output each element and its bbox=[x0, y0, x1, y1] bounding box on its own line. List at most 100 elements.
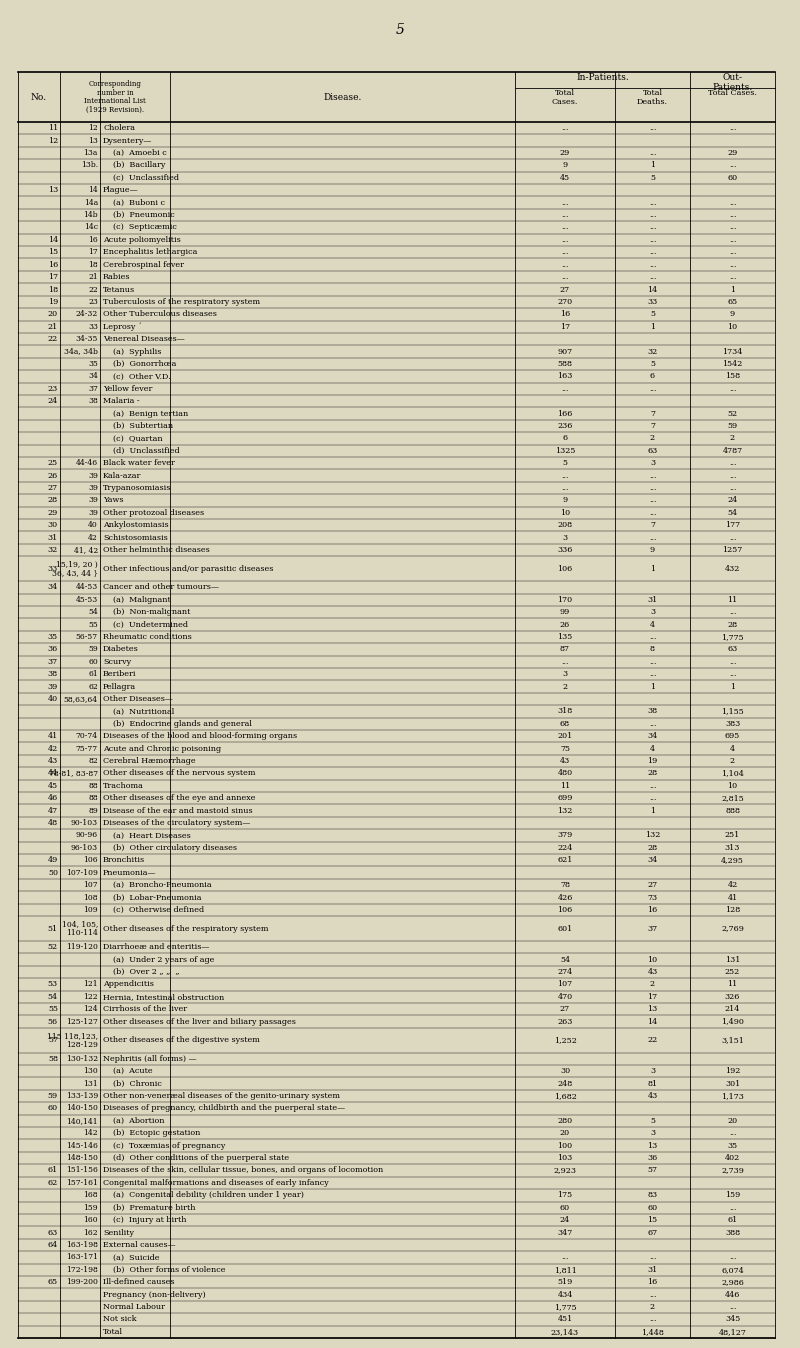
Text: Dysentery—: Dysentery— bbox=[103, 136, 152, 144]
Text: Diseases of the blood and blood-forming organs: Diseases of the blood and blood-forming … bbox=[103, 732, 297, 740]
Text: 61: 61 bbox=[88, 670, 98, 678]
Text: 601: 601 bbox=[558, 925, 573, 933]
Text: 10: 10 bbox=[727, 322, 738, 330]
Text: 75-77: 75-77 bbox=[76, 744, 98, 752]
Text: 44: 44 bbox=[48, 770, 58, 778]
Text: (a)  Malignant: (a) Malignant bbox=[103, 596, 170, 604]
Text: Pellagra: Pellagra bbox=[103, 682, 136, 690]
Text: 6: 6 bbox=[562, 434, 567, 442]
Text: 36: 36 bbox=[647, 1154, 658, 1162]
Text: ...: ... bbox=[649, 1316, 656, 1324]
Text: 3: 3 bbox=[650, 1130, 655, 1138]
Text: 37: 37 bbox=[647, 925, 658, 933]
Text: 38: 38 bbox=[647, 708, 658, 716]
Text: 2,986: 2,986 bbox=[721, 1278, 744, 1286]
Text: 107: 107 bbox=[83, 882, 98, 890]
Text: 57: 57 bbox=[48, 1037, 58, 1045]
Text: ...: ... bbox=[649, 658, 656, 666]
Text: 16: 16 bbox=[647, 1278, 658, 1286]
Text: 131: 131 bbox=[725, 956, 740, 964]
Text: 53: 53 bbox=[48, 980, 58, 988]
Text: 5: 5 bbox=[395, 23, 405, 36]
Text: 45: 45 bbox=[48, 782, 58, 790]
Text: Bronchitis: Bronchitis bbox=[103, 856, 145, 864]
Text: 24-32: 24-32 bbox=[76, 310, 98, 318]
Text: Nephritis (all forms) —: Nephritis (all forms) — bbox=[103, 1055, 197, 1062]
Text: (b)  Endocrine glands and general: (b) Endocrine glands and general bbox=[103, 720, 252, 728]
Text: 33: 33 bbox=[48, 565, 58, 573]
Text: Other protozoal diseases: Other protozoal diseases bbox=[103, 508, 204, 516]
Text: 47: 47 bbox=[48, 806, 58, 814]
Text: 63: 63 bbox=[48, 1228, 58, 1236]
Text: 588: 588 bbox=[558, 360, 573, 368]
Text: 432: 432 bbox=[725, 565, 740, 573]
Text: 11: 11 bbox=[560, 782, 570, 790]
Text: 274: 274 bbox=[558, 968, 573, 976]
Text: Hernia, Intestinal obstruction: Hernia, Intestinal obstruction bbox=[103, 992, 224, 1000]
Text: Plague—: Plague— bbox=[103, 186, 138, 194]
Text: 148-150: 148-150 bbox=[66, 1154, 98, 1162]
Text: 40: 40 bbox=[88, 522, 98, 530]
Text: 1542: 1542 bbox=[722, 360, 742, 368]
Text: Black water fever: Black water fever bbox=[103, 460, 175, 468]
Text: 34: 34 bbox=[647, 732, 658, 740]
Text: 451: 451 bbox=[558, 1316, 573, 1324]
Text: 43: 43 bbox=[560, 758, 570, 766]
Text: ...: ... bbox=[649, 212, 656, 220]
Text: 35: 35 bbox=[88, 360, 98, 368]
Text: (a)  Abortion: (a) Abortion bbox=[103, 1117, 165, 1124]
Text: 122: 122 bbox=[83, 992, 98, 1000]
Text: 402: 402 bbox=[725, 1154, 740, 1162]
Text: 1: 1 bbox=[650, 682, 655, 690]
Text: 9: 9 bbox=[562, 496, 567, 504]
Text: 14b: 14b bbox=[83, 212, 98, 220]
Text: (b)  Non-malignant: (b) Non-malignant bbox=[103, 608, 190, 616]
Text: 2: 2 bbox=[730, 434, 735, 442]
Text: ...: ... bbox=[729, 248, 736, 256]
Text: Other non-veneræal diseases of the genito-urinary system: Other non-veneræal diseases of the genit… bbox=[103, 1092, 340, 1100]
Text: 60: 60 bbox=[727, 174, 738, 182]
Text: 34a, 34b: 34a, 34b bbox=[64, 348, 98, 356]
Text: 39: 39 bbox=[88, 484, 98, 492]
Text: 14: 14 bbox=[647, 1018, 658, 1026]
Text: 318: 318 bbox=[558, 708, 573, 716]
Text: 124: 124 bbox=[83, 1006, 98, 1014]
Text: 18: 18 bbox=[88, 260, 98, 268]
Text: 3: 3 bbox=[562, 534, 567, 542]
Text: 2: 2 bbox=[650, 1304, 655, 1312]
Text: 32: 32 bbox=[48, 546, 58, 554]
Text: 280: 280 bbox=[558, 1117, 573, 1124]
Text: 14: 14 bbox=[48, 236, 58, 244]
Text: 3: 3 bbox=[650, 1068, 655, 1076]
Text: 46: 46 bbox=[48, 794, 58, 802]
Text: ...: ... bbox=[729, 1304, 736, 1312]
Text: 51: 51 bbox=[48, 925, 58, 933]
Text: 201: 201 bbox=[558, 732, 573, 740]
Text: 16: 16 bbox=[560, 310, 570, 318]
Text: 135: 135 bbox=[558, 634, 573, 640]
Text: 81: 81 bbox=[647, 1080, 658, 1088]
Text: 27: 27 bbox=[647, 882, 658, 890]
Text: ...: ... bbox=[649, 1290, 656, 1298]
Text: 39: 39 bbox=[88, 508, 98, 516]
Text: ...: ... bbox=[729, 484, 736, 492]
Text: 1,775: 1,775 bbox=[721, 634, 744, 640]
Text: 44-53: 44-53 bbox=[76, 584, 98, 592]
Text: 33: 33 bbox=[88, 322, 98, 330]
Text: 2: 2 bbox=[650, 434, 655, 442]
Text: Ill-defined causes: Ill-defined causes bbox=[103, 1278, 174, 1286]
Text: 5: 5 bbox=[650, 310, 655, 318]
Text: ...: ... bbox=[562, 224, 569, 232]
Text: Acute and Chronic poisoning: Acute and Chronic poisoning bbox=[103, 744, 221, 752]
Text: 61: 61 bbox=[48, 1166, 58, 1174]
Text: 1,104: 1,104 bbox=[721, 770, 744, 778]
Text: 13b.: 13b. bbox=[81, 162, 98, 170]
Text: 39: 39 bbox=[88, 496, 98, 504]
Text: 3: 3 bbox=[650, 608, 655, 616]
Text: 38: 38 bbox=[88, 398, 98, 406]
Text: In-Patients.: In-Patients. bbox=[576, 73, 629, 82]
Text: 78-81, 83-87: 78-81, 83-87 bbox=[49, 770, 98, 778]
Text: 87: 87 bbox=[560, 646, 570, 654]
Text: Total Cases.: Total Cases. bbox=[708, 89, 757, 97]
Text: 54: 54 bbox=[560, 956, 570, 964]
